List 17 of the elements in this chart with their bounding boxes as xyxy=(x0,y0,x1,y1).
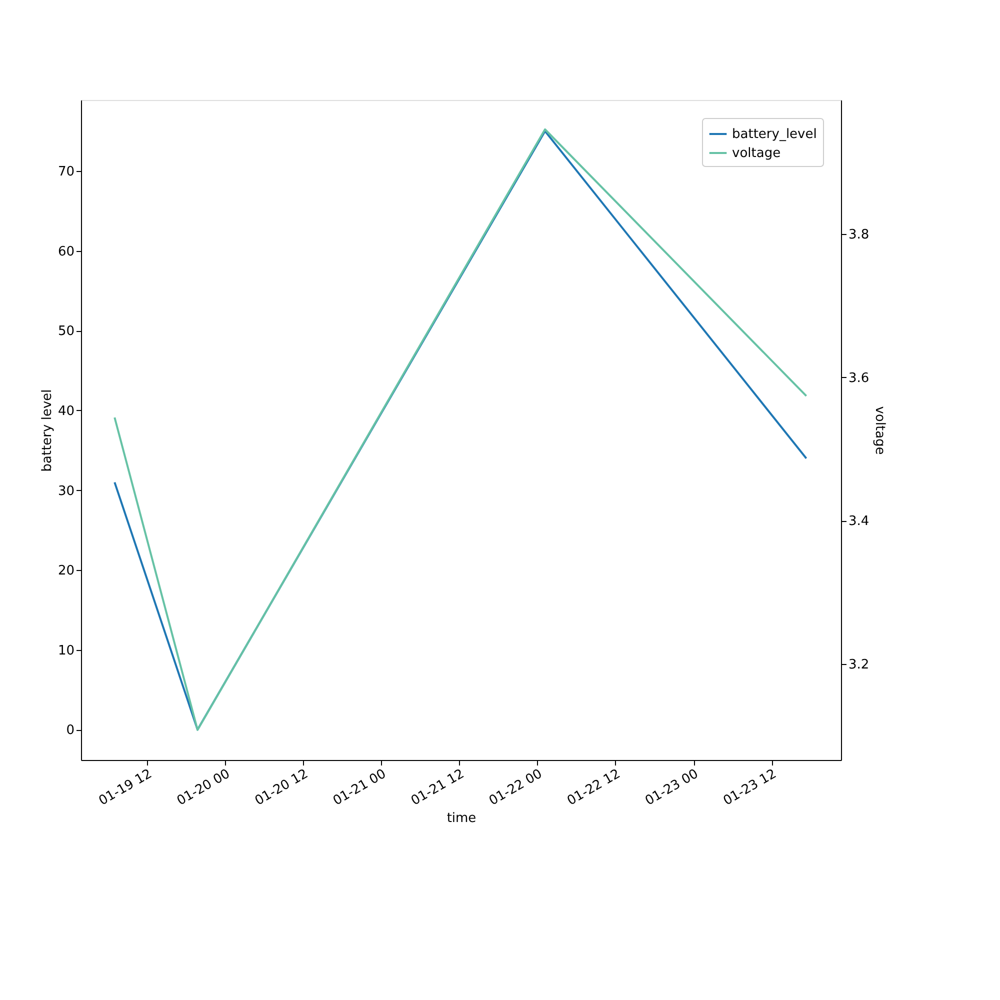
x-axis-title: time xyxy=(446,810,476,826)
y-tick-label: 0 xyxy=(66,723,74,738)
y-tick-label: 30 xyxy=(58,484,74,499)
legend-label: voltage xyxy=(732,146,781,161)
y2-tick-label: 3.6 xyxy=(848,370,870,386)
y-tick-label: 70 xyxy=(58,164,74,180)
legend-label: battery_level xyxy=(732,127,817,142)
y-tick-label: 10 xyxy=(58,643,74,658)
y-tick-label: 50 xyxy=(58,324,74,340)
y2-tick-label: 3.8 xyxy=(848,228,870,243)
y-axis-title: battery level xyxy=(40,389,55,472)
y2-tick-label: 3.2 xyxy=(848,657,870,672)
y-tick-label: 60 xyxy=(58,244,74,260)
y-tick-label: 20 xyxy=(58,564,74,579)
y2-axis-title: voltage xyxy=(872,406,888,455)
y2-tick-label: 3.4 xyxy=(848,514,870,530)
y-tick-label: 40 xyxy=(58,404,74,419)
